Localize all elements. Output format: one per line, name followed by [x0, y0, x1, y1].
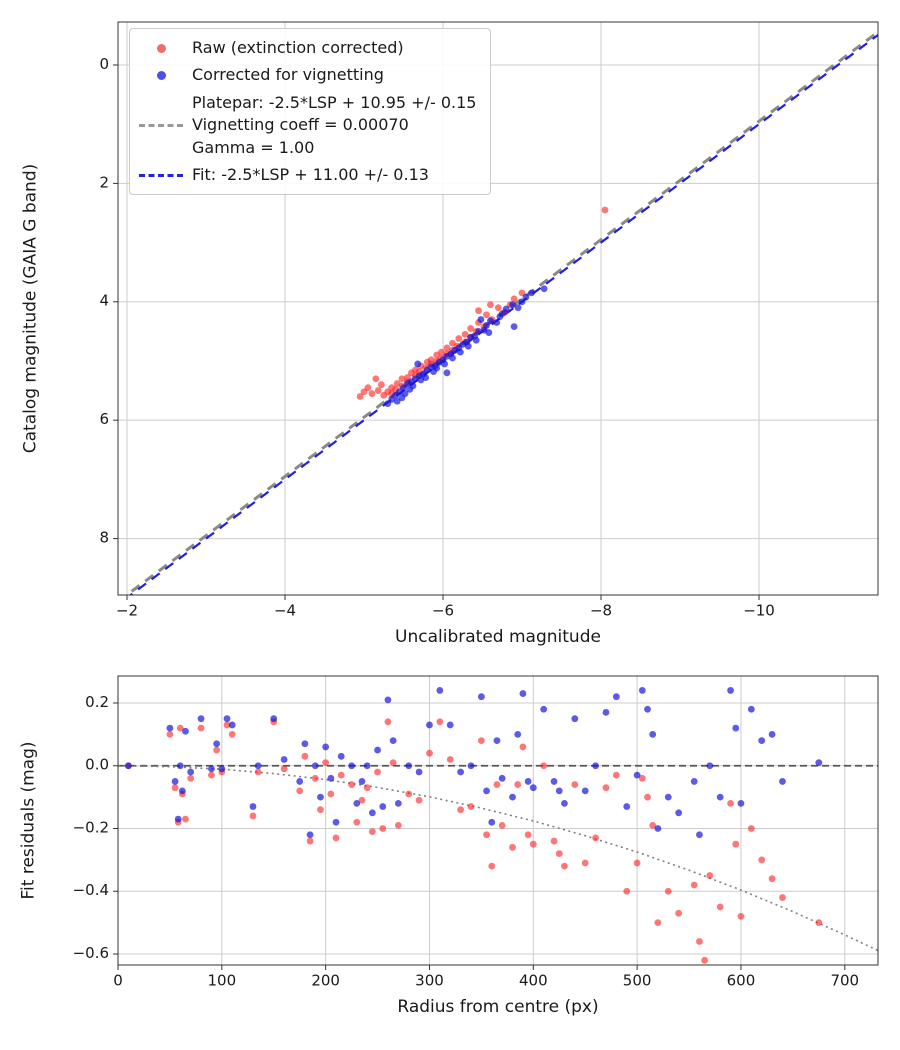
legend-item-raw: Raw (extinction corrected): [138, 37, 476, 59]
legend-label-corrected: Corrected for vignetting: [192, 65, 384, 85]
residuals-subplot: [0, 660, 900, 1050]
legend-item-platepar: Platepar: -2.5*LSP + 10.95 +/- 0.15 Vign…: [138, 92, 476, 159]
legend-label-raw: Raw (extinction corrected): [192, 38, 404, 57]
legend-handle: [138, 43, 184, 53]
legend-handle: [138, 123, 184, 127]
corrected-dot-marker-icon: [156, 71, 166, 81]
magnitude-fit-subplot: Raw (extinction corrected) Corrected for…: [0, 0, 900, 660]
raw-dot-marker-icon: [156, 43, 166, 53]
residuals-canvas: [0, 660, 900, 1050]
legend-label-platepar: Platepar: -2.5*LSP + 10.95 +/- 0.15 Vign…: [192, 92, 477, 157]
platepar-dashed-line-icon: [139, 123, 183, 127]
legend-label-fit: Fit: -2.5*LSP + 11.00 +/- 0.13: [192, 164, 429, 184]
legend-handle: [138, 71, 184, 81]
fit-dashed-line-icon: [139, 173, 183, 177]
legend-item-corrected: Corrected for vignetting: [138, 64, 476, 86]
legend-item-fit: Fit: -2.5*LSP + 11.00 +/- 0.13: [138, 164, 476, 186]
legend-handle: [138, 173, 184, 177]
legend: Raw (extinction corrected) Corrected for…: [129, 28, 492, 196]
